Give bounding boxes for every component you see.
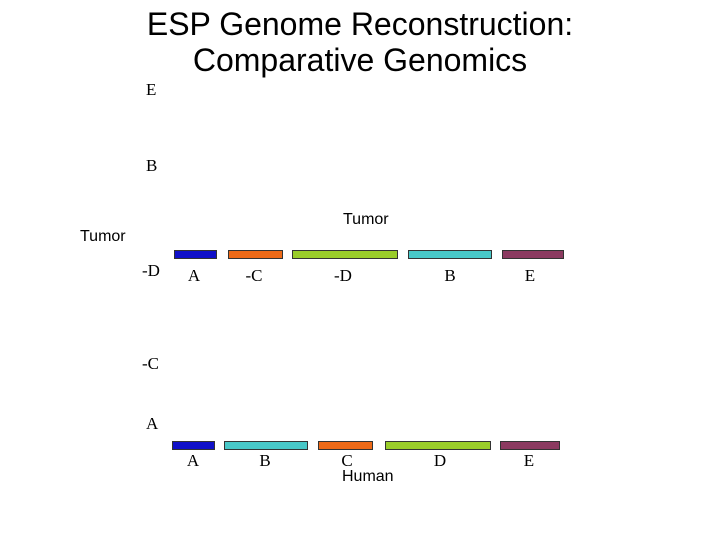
tumor-segment-b xyxy=(408,250,492,259)
human-segment-label-d: D xyxy=(433,451,447,470)
human-segment-d xyxy=(385,441,491,450)
human-row-title: Human xyxy=(342,468,394,485)
y-label-e: E xyxy=(146,80,157,99)
y-label-minus-c: -C xyxy=(142,354,159,373)
title-line-2: Comparative Genomics xyxy=(192,42,528,78)
title-line-1: ESP Genome Reconstruction: xyxy=(146,6,574,42)
y-label-b: B xyxy=(146,156,158,175)
tumor-segment-label-e: E xyxy=(524,266,536,285)
tumor-segment-e xyxy=(502,250,564,259)
human-segment-e xyxy=(500,441,560,450)
human-segment-b xyxy=(224,441,308,450)
page-title: ESP Genome Reconstruction: Comparative G… xyxy=(0,6,720,78)
tumor-segment-label-minus-c: -C xyxy=(245,266,263,285)
tumor-segment-minus-c xyxy=(228,250,283,259)
human-segment-label-b: B xyxy=(259,451,271,470)
y-label-a: A xyxy=(146,414,159,433)
human-segment-a xyxy=(172,441,215,450)
y-genome-label: Tumor xyxy=(80,228,126,245)
human-segment-label-c: C xyxy=(341,451,353,470)
tumor-row-title: Tumor xyxy=(343,211,389,228)
tumor-segment-label-b: B xyxy=(444,266,456,285)
human-segment-c xyxy=(318,441,373,450)
y-label-minus-d: -D xyxy=(142,261,160,280)
tumor-segment-label-minus-d: -D xyxy=(334,266,352,285)
tumor-segment-a xyxy=(174,250,217,259)
tumor-segment-minus-d xyxy=(292,250,398,259)
human-segment-label-e: E xyxy=(523,451,535,470)
human-segment-label-a: A xyxy=(186,451,200,470)
tumor-segment-label-a: A xyxy=(187,266,201,285)
